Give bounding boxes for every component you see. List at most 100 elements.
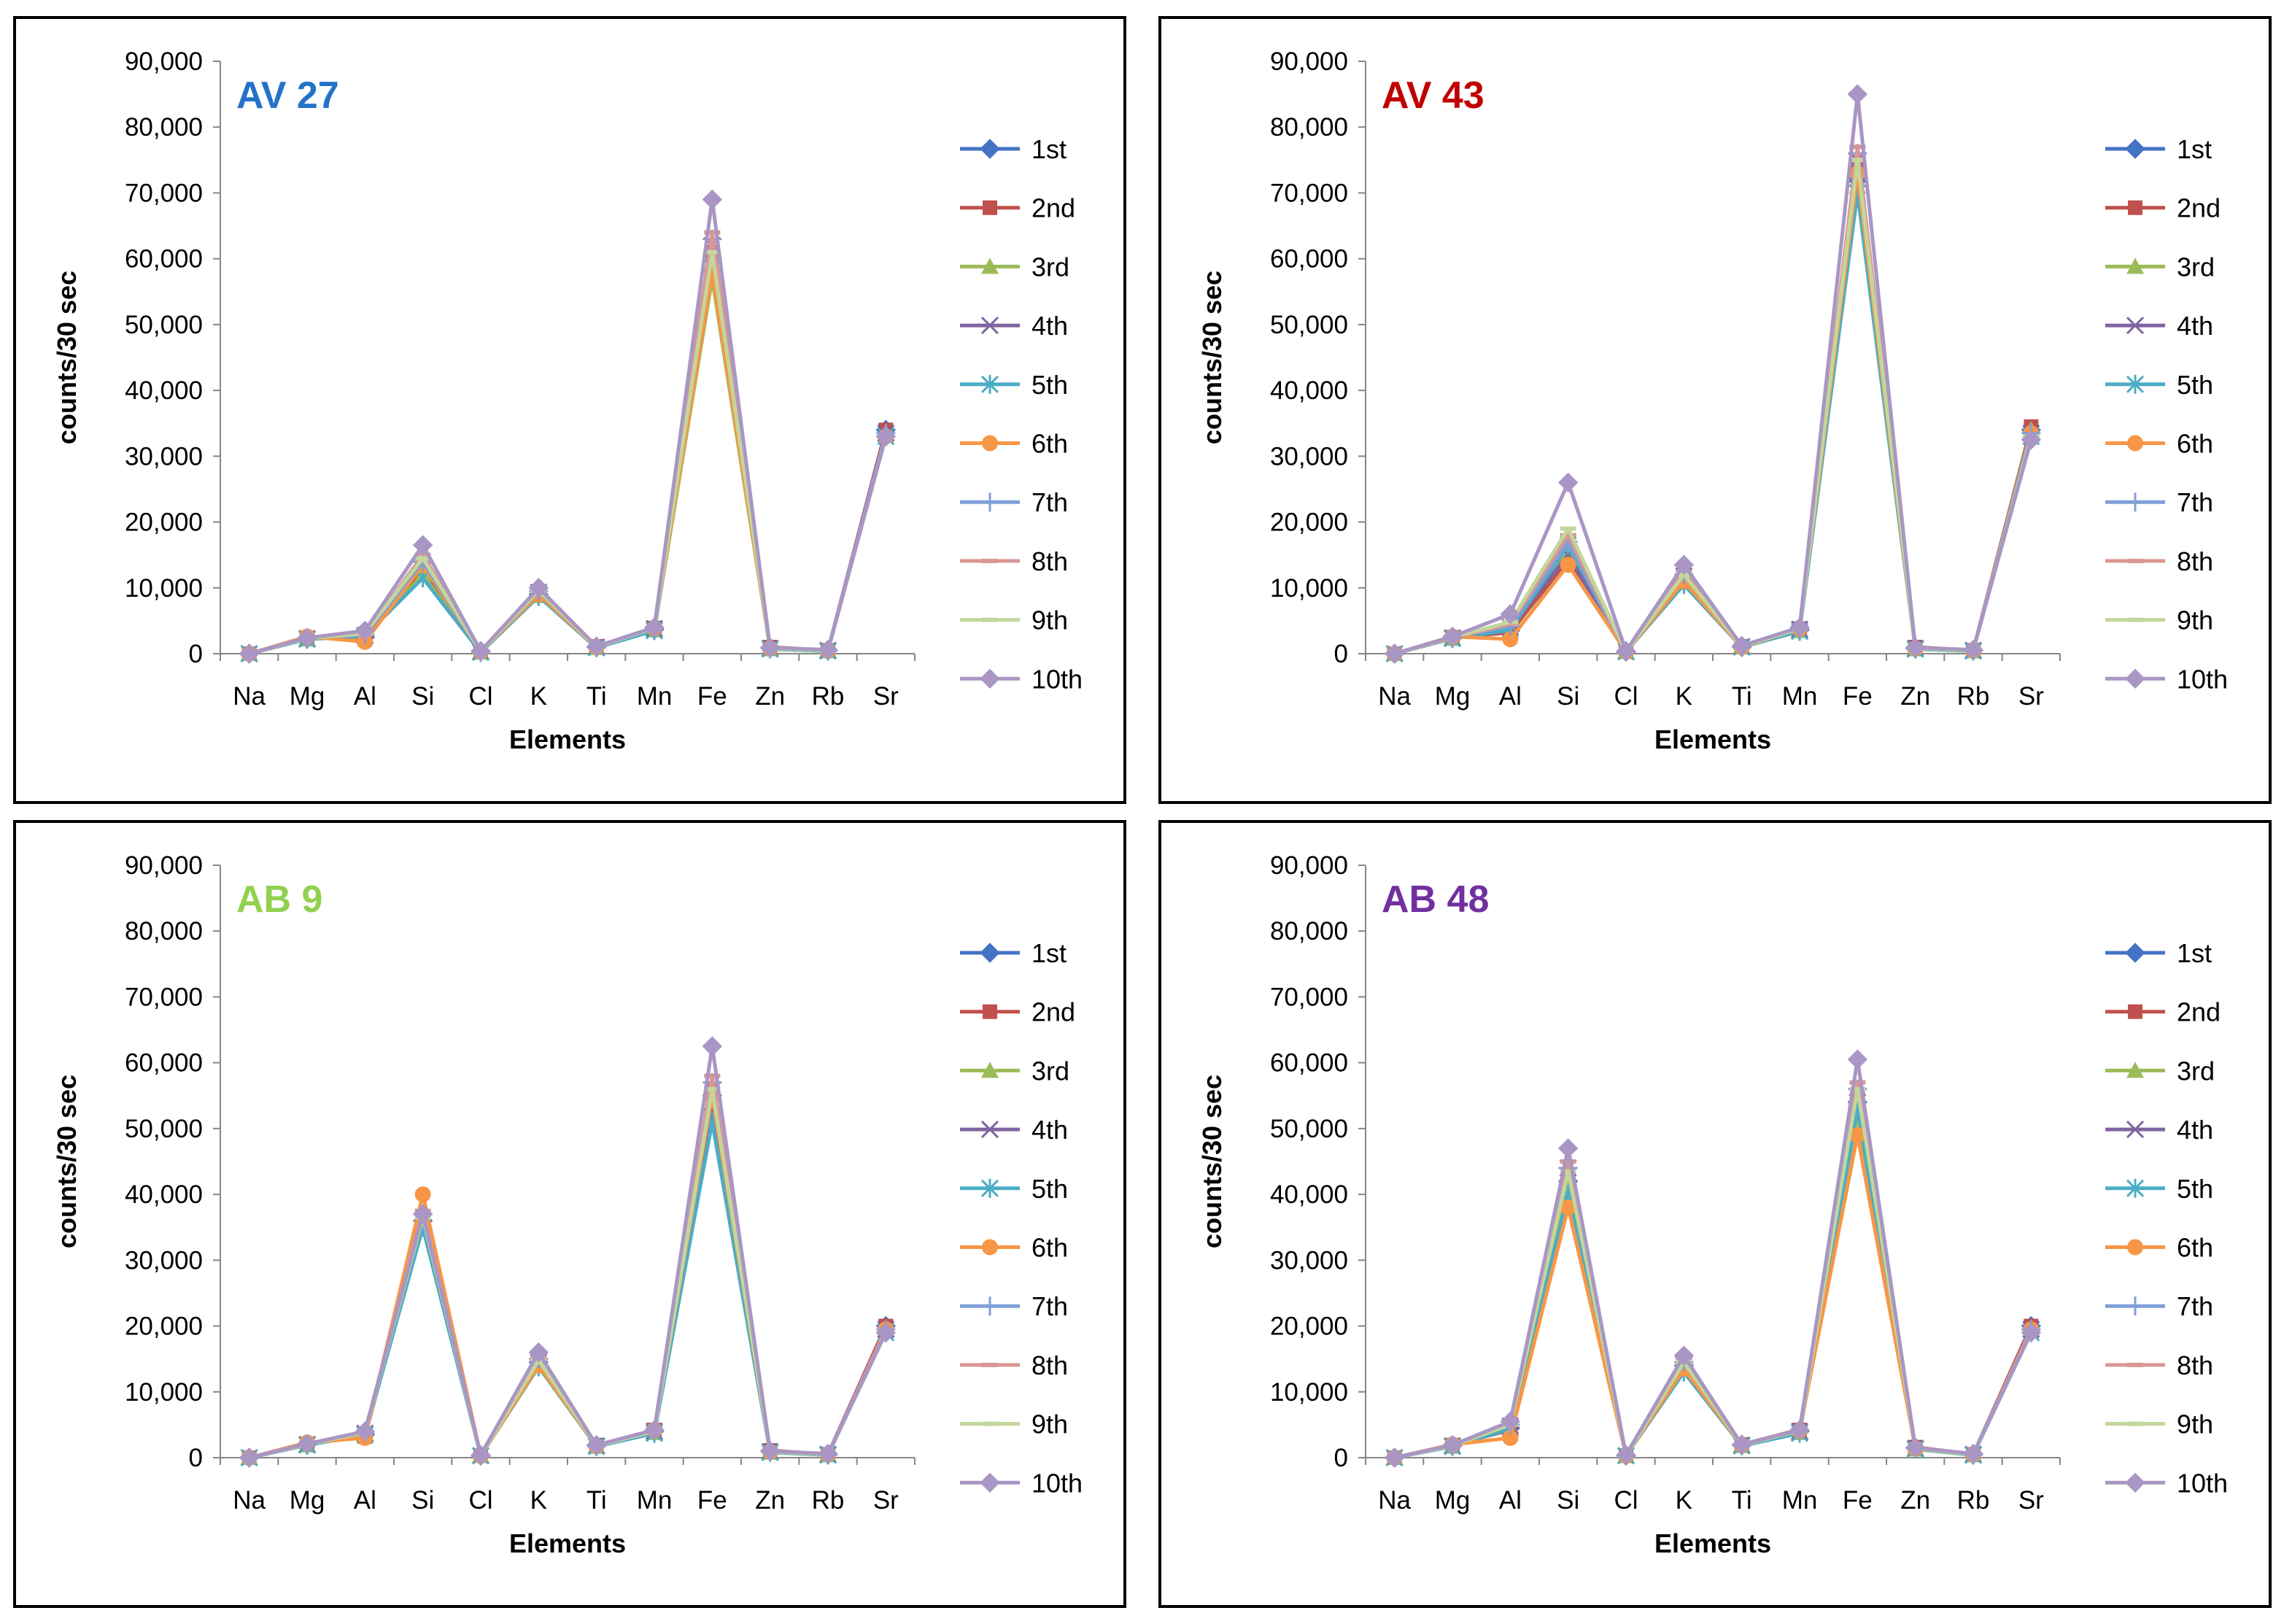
data-point xyxy=(586,1435,607,1455)
legend-label: 7th xyxy=(2177,487,2213,517)
legend-item: 1st xyxy=(960,938,1066,968)
series-8th xyxy=(241,230,894,656)
data-point-shape xyxy=(239,643,260,664)
y-tick-label: 20,000 xyxy=(125,1312,203,1341)
legend-marker xyxy=(2126,317,2145,335)
data-point xyxy=(1500,1411,1521,1432)
legend-marker xyxy=(2128,200,2142,215)
x-tick-label: Cl xyxy=(468,682,492,711)
y-axis-label: counts/30 sec xyxy=(52,271,82,444)
y-tick-label: 70,000 xyxy=(1270,179,1348,207)
x-tick-label: Ti xyxy=(587,682,607,711)
series-9th xyxy=(1386,158,2040,656)
legend: 1st 2nd 3rd 4th 5th 6th 7th 8th 9th 10th xyxy=(960,938,1083,1498)
x-tick-label: Zn xyxy=(1900,682,1930,711)
legend-marker-shape xyxy=(983,1004,997,1019)
legend-marker-shape xyxy=(980,943,1000,963)
data-point-shape xyxy=(1442,626,1463,647)
data-point xyxy=(1963,1443,1983,1464)
y-tick-label: 30,000 xyxy=(1270,442,1348,471)
series-line xyxy=(1393,171,2033,656)
legend-marker-shape xyxy=(982,558,998,563)
data-point-shape xyxy=(1963,639,1983,660)
series-4th xyxy=(1385,151,2040,663)
data-point-shape xyxy=(2021,1322,2042,1343)
data-point xyxy=(1849,158,1866,163)
legend-marker-shape xyxy=(980,139,1000,159)
legend-label: 8th xyxy=(2177,1350,2213,1380)
chart-svg: AV 27 0 10,000 20,000 30,000 40,000 50,000 60,0… xyxy=(52,47,1083,754)
legend-item: 6th xyxy=(2105,429,2213,459)
x-tick-label: Sr xyxy=(2018,682,2044,711)
series-2nd xyxy=(241,244,894,661)
legend-label: 2nd xyxy=(2177,997,2221,1027)
data-point xyxy=(1847,84,1868,104)
y-tick-label: 60,000 xyxy=(125,1049,203,1078)
x-tick-label: Rb xyxy=(812,1486,845,1515)
data-point xyxy=(1616,641,1636,662)
legend-marker-shape xyxy=(980,1121,999,1139)
y-tick-label: 90,000 xyxy=(125,851,203,880)
legend-label: 5th xyxy=(1031,370,1068,400)
data-point-shape xyxy=(704,1073,721,1078)
legend-label: 4th xyxy=(2177,1115,2213,1145)
x-tick-label: Al xyxy=(1499,1486,1522,1515)
series-line xyxy=(249,250,888,656)
legend-marker xyxy=(2126,1062,2144,1078)
legend-marker-shape xyxy=(980,1296,999,1316)
legend-item: 2nd xyxy=(2105,193,2221,223)
legend-marker xyxy=(980,374,999,394)
legend-label: 9th xyxy=(2177,606,2213,635)
data-point-shape xyxy=(1557,472,1579,493)
data-point-shape xyxy=(702,189,723,210)
legend-marker-shape xyxy=(980,374,999,394)
data-point xyxy=(471,641,491,662)
legend-item: 4th xyxy=(2105,1115,2213,1145)
x-axis-label: Elements xyxy=(509,1528,626,1558)
x-tick-label: Sr xyxy=(873,682,899,711)
data-point-shape xyxy=(1849,144,1866,150)
legend-item: 8th xyxy=(2105,1350,2213,1380)
legend-marker-shape xyxy=(2125,139,2145,159)
legend-item: 10th xyxy=(960,1468,1083,1498)
legend-item: 6th xyxy=(2105,1233,2213,1263)
legend-label: 7th xyxy=(1031,1291,1068,1321)
legend-marker-shape xyxy=(2127,1362,2143,1367)
legend-marker xyxy=(2127,1362,2143,1367)
data-point xyxy=(1789,1420,1810,1440)
data-point-shape xyxy=(1789,617,1810,638)
legend-item: 9th xyxy=(960,1410,1068,1439)
legend-item: 4th xyxy=(960,1115,1068,1145)
x-axis-label: Elements xyxy=(1654,724,1771,754)
series-line xyxy=(1393,164,2033,656)
data-point-shape xyxy=(414,556,431,561)
legend-label: 3rd xyxy=(1031,1056,1069,1086)
data-point-shape xyxy=(1731,1434,1752,1455)
data-point xyxy=(1502,1429,1519,1446)
legend-marker xyxy=(982,1421,998,1426)
legend: 1st 2nd 3rd 4th 5th 6th 7th 8th 9th 10th xyxy=(960,134,1083,694)
y-tick-label: 60,000 xyxy=(1270,1049,1348,1078)
legend-label: 1st xyxy=(1031,938,1066,968)
series-5th xyxy=(240,1112,895,1467)
legend-marker xyxy=(982,617,998,622)
x-tick-label: Zn xyxy=(755,1486,785,1515)
legend-label: 4th xyxy=(2177,311,2213,341)
legend-label: 8th xyxy=(1031,1350,1068,1380)
series-line xyxy=(249,231,888,656)
data-point xyxy=(1849,1086,1866,1091)
x-tick-label: Rb xyxy=(1957,682,1990,711)
legend-label: 4th xyxy=(1031,311,1068,341)
series-9th xyxy=(241,1086,894,1460)
legend-marker-shape xyxy=(981,258,999,274)
x-tick-label: K xyxy=(530,1486,547,1515)
data-point xyxy=(1502,631,1519,648)
data-point-shape xyxy=(1442,1435,1463,1455)
data-point-shape xyxy=(528,578,549,598)
series-5th xyxy=(1385,183,2040,663)
y-tick-label: 80,000 xyxy=(125,917,203,946)
legend-item: 7th xyxy=(960,487,1068,517)
legend-label: 3rd xyxy=(1031,252,1069,282)
legend-label: 5th xyxy=(1031,1174,1068,1204)
series-line xyxy=(249,197,888,656)
